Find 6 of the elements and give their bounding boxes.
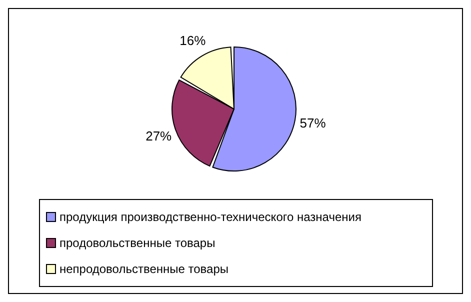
legend-label: непродовольственные товары [60,262,229,276]
data-label: 16% [180,32,206,48]
data-label: 27% [146,128,172,144]
legend-label: продукция производственно-технического назначения [60,210,362,224]
legend-label: продовольственные товары [60,236,216,250]
data-label: 57% [300,115,326,130]
